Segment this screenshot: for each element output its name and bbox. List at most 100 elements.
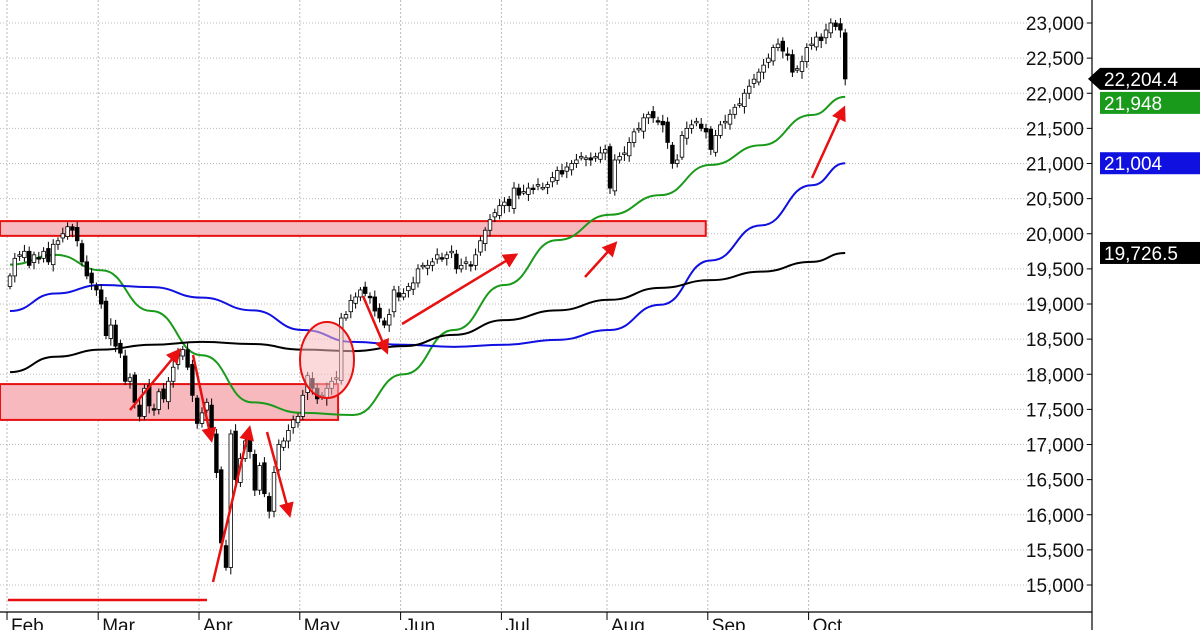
y-tick-label: 20,500 xyxy=(1026,190,1084,211)
candle-body xyxy=(454,253,459,270)
candle-body xyxy=(569,163,574,171)
candle-body xyxy=(627,142,632,157)
candle-body xyxy=(348,300,353,313)
candle-body xyxy=(545,184,550,188)
candle-body xyxy=(434,254,440,260)
candle-body xyxy=(593,156,598,159)
candle-body xyxy=(487,219,493,231)
candle-body xyxy=(502,201,507,207)
candle-body xyxy=(535,184,541,187)
candle-body xyxy=(780,40,785,52)
candle-body xyxy=(718,124,723,136)
candle-body xyxy=(473,254,478,266)
candle-body xyxy=(108,324,113,339)
candle-body xyxy=(22,250,27,259)
candle-body xyxy=(511,187,517,209)
trend-arrow xyxy=(191,354,217,443)
candle-body xyxy=(838,23,843,31)
candle-body xyxy=(497,205,502,216)
candle-body xyxy=(583,157,589,160)
ma-value-tag xyxy=(1100,91,1200,114)
candle-body xyxy=(194,397,200,424)
candle-body xyxy=(151,408,157,411)
candle-body xyxy=(79,243,85,263)
candle-body xyxy=(449,250,454,254)
candle-body xyxy=(12,257,17,277)
candle-body xyxy=(89,272,94,284)
y-tick-label: 18,500 xyxy=(1026,330,1084,351)
support-resistance-zones xyxy=(0,220,707,602)
candle-body xyxy=(386,314,392,326)
y-tick-label: 15,000 xyxy=(1026,576,1084,597)
trend-arrow xyxy=(401,253,519,326)
candle-body xyxy=(430,261,435,266)
annotations xyxy=(129,105,846,583)
x-tick-label: Aug xyxy=(611,616,645,630)
candle-body xyxy=(51,243,56,266)
candle-body xyxy=(564,166,569,172)
candle-body xyxy=(458,264,464,270)
candle-body xyxy=(372,296,377,312)
candle-body xyxy=(670,144,675,164)
candle-body xyxy=(60,233,65,239)
candle-body xyxy=(170,366,176,382)
candle-body xyxy=(468,264,473,267)
candle-body xyxy=(799,61,805,72)
ma-value-label: 21,004 xyxy=(1104,154,1163,175)
candle-body xyxy=(795,68,800,71)
candle-body xyxy=(809,43,814,46)
moving-average-line xyxy=(9,251,846,374)
candle-body xyxy=(703,127,709,133)
x-tick-label: Jun xyxy=(405,616,436,630)
candle-body xyxy=(665,121,670,143)
candle-body xyxy=(103,300,109,337)
y-tick-label: 16,000 xyxy=(1026,506,1084,527)
candle-body xyxy=(185,349,190,368)
candle-body xyxy=(579,156,584,159)
candle-body xyxy=(415,268,421,284)
x-tick-label: Jul xyxy=(505,616,529,630)
candle-body xyxy=(94,285,99,291)
y-tick-label: 15,500 xyxy=(1026,541,1084,562)
candle-body xyxy=(699,123,704,129)
candle-body xyxy=(132,374,137,403)
candle-body xyxy=(290,419,296,429)
candle-body xyxy=(588,157,593,161)
candle-body xyxy=(463,261,469,264)
candle-body xyxy=(679,134,685,158)
candle-body xyxy=(391,289,397,313)
ma-value-tag xyxy=(1100,152,1200,175)
candle-body xyxy=(727,113,733,125)
candle-body xyxy=(598,152,603,160)
candle-body xyxy=(257,465,262,491)
x-tick-label: Sep xyxy=(712,616,746,630)
candle-body xyxy=(675,159,680,164)
candle-body xyxy=(651,111,656,119)
candle-body xyxy=(742,92,747,107)
candle-body xyxy=(655,120,661,123)
candle-body xyxy=(756,71,761,83)
candle-body xyxy=(300,394,305,417)
candle-body xyxy=(41,250,46,259)
candle-body xyxy=(833,22,838,27)
candle-body xyxy=(281,440,286,448)
candle-body xyxy=(761,64,766,73)
candle-body xyxy=(819,36,824,41)
candle-body xyxy=(247,437,253,452)
candle-body xyxy=(766,57,771,63)
candle-body xyxy=(482,229,488,244)
candle-body xyxy=(214,433,219,473)
candle-body xyxy=(353,296,358,304)
candle-body xyxy=(362,286,368,294)
candle-body xyxy=(603,149,608,154)
candle-body xyxy=(190,364,195,396)
y-tick-label: 17,500 xyxy=(1026,400,1084,421)
candle-body xyxy=(142,387,147,417)
candle-body xyxy=(425,264,430,269)
candle-body xyxy=(358,289,363,298)
candle-body xyxy=(439,257,445,260)
candles xyxy=(7,18,848,575)
candle-body xyxy=(555,170,560,181)
candle-body xyxy=(223,545,229,568)
